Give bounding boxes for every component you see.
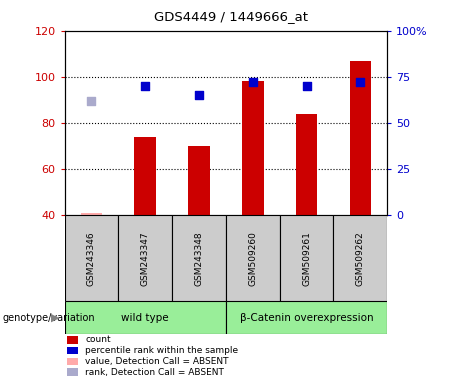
Bar <box>65 215 118 301</box>
Text: β-Catenin overexpression: β-Catenin overexpression <box>240 313 373 323</box>
Text: rank, Detection Call = ABSENT: rank, Detection Call = ABSENT <box>85 367 224 377</box>
Text: value, Detection Call = ABSENT: value, Detection Call = ABSENT <box>85 357 229 366</box>
Text: GSM509261: GSM509261 <box>302 231 311 286</box>
Bar <box>226 301 387 334</box>
Bar <box>188 146 210 215</box>
Bar <box>333 215 387 301</box>
Bar <box>280 215 333 301</box>
Point <box>357 79 364 85</box>
Point <box>142 83 149 89</box>
Text: GDS4449 / 1449666_at: GDS4449 / 1449666_at <box>154 10 307 23</box>
Text: GSM243347: GSM243347 <box>141 231 150 286</box>
Text: wild type: wild type <box>121 313 169 323</box>
Bar <box>226 215 280 301</box>
Text: GSM243348: GSM243348 <box>195 231 203 286</box>
Point <box>249 79 256 85</box>
Point <box>195 92 203 98</box>
Text: ▶: ▶ <box>52 313 60 323</box>
Bar <box>172 215 226 301</box>
Bar <box>135 137 156 215</box>
Bar <box>118 215 172 301</box>
Bar <box>81 213 102 215</box>
Bar <box>349 61 371 215</box>
Text: GSM509260: GSM509260 <box>248 231 257 286</box>
Text: GSM243346: GSM243346 <box>87 231 96 286</box>
Point <box>88 98 95 104</box>
Text: count: count <box>85 335 111 344</box>
Text: genotype/variation: genotype/variation <box>2 313 95 323</box>
Point <box>303 83 310 89</box>
Bar <box>65 301 226 334</box>
Bar <box>296 114 317 215</box>
Text: GSM509262: GSM509262 <box>356 231 365 286</box>
Text: percentile rank within the sample: percentile rank within the sample <box>85 346 238 355</box>
Bar <box>242 81 264 215</box>
